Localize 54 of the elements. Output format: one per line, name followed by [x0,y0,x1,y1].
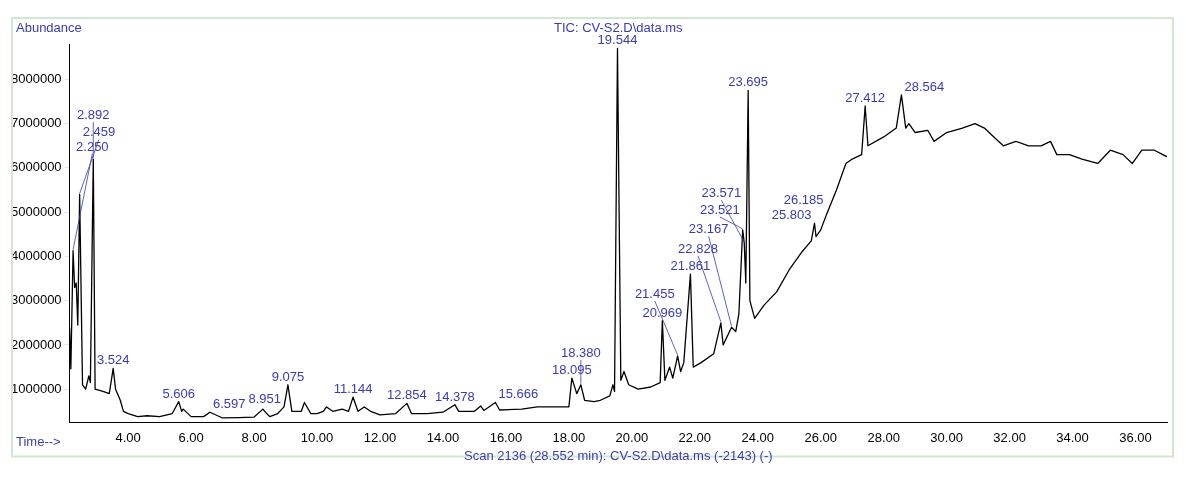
y-tick-label: 3000000 [10,292,62,308]
annotation: 15.666 [498,386,539,402]
x-tick-label: 16.00 [489,429,523,445]
y-tick-label: 4000000 [10,248,62,264]
annotation: 5.606 [162,385,195,401]
annotation: 18.380 [560,344,601,360]
annotation: 6.597 [212,396,246,412]
x-tick-label: 36.00 [1119,429,1152,445]
x-axis-title: Time--> [16,434,61,450]
x-tick-label: 14.00 [426,429,460,445]
annotation: 25.803 [771,207,812,223]
y-axis-title: Abundance [16,20,82,35]
x-tick-label: 34.00 [1056,429,1089,445]
annotation: 14.378 [434,388,475,404]
annotation: 23.695 [728,74,769,90]
annotation: 8.951 [248,390,282,406]
annotation: 2.892 [77,107,110,123]
annotation: 27.412 [845,89,886,105]
x-tick-label: 8.00 [241,429,267,445]
x-tick-label: 20.00 [615,429,649,445]
x-tick-label: 30.00 [930,429,963,445]
x-tick-label: 24.00 [741,429,775,445]
annotation: 11.144 [333,381,373,397]
annotation: 28.564 [904,78,945,94]
x-tick-label: 26.00 [804,429,837,445]
annotation: 23.167 [688,221,729,237]
x-tick-label: 28.00 [867,429,900,445]
x-tick-label: 32.00 [993,429,1026,445]
annotation: 26.185 [783,192,824,208]
text: Scan 2136 (28.552 min): CV-S2.D\data.ms (-2143) (-) [464,448,773,464]
annotation: 12.854 [387,387,427,403]
annotation: 20.969 [642,304,683,320]
y-tick-label: 8000000 [10,70,62,86]
annotation: 19.544 [597,32,638,48]
annotation: 21.455 [634,286,675,302]
x-tick-label: 18.00 [552,429,586,445]
y-tick-label: 1000000 [10,380,62,396]
y-tick-label: 7000000 [10,115,62,131]
annotation: 9.075 [271,368,305,384]
annotation: 21.861 [670,258,711,274]
y-tick-label: 2000000 [10,336,62,352]
x-tick-label: 22.00 [678,429,712,445]
annotation: 23.521 [699,201,740,217]
y-tick-label: 5000000 [10,203,62,219]
annotation: 18.095 [551,362,592,378]
y-tick-label: 6000000 [10,159,62,175]
x-tick-label: 12.00 [363,429,397,445]
x-tick-label: 4.00 [115,429,141,445]
x-tick-label: 10.00 [300,429,334,445]
annotation: 22.828 [678,240,718,256]
annotation: 3.524 [96,352,130,368]
chart-title: TIC: CV-S2.D\data.ms [554,20,684,35]
annotation: 23.571 [701,185,742,201]
x-tick-label: 6.00 [178,429,204,445]
